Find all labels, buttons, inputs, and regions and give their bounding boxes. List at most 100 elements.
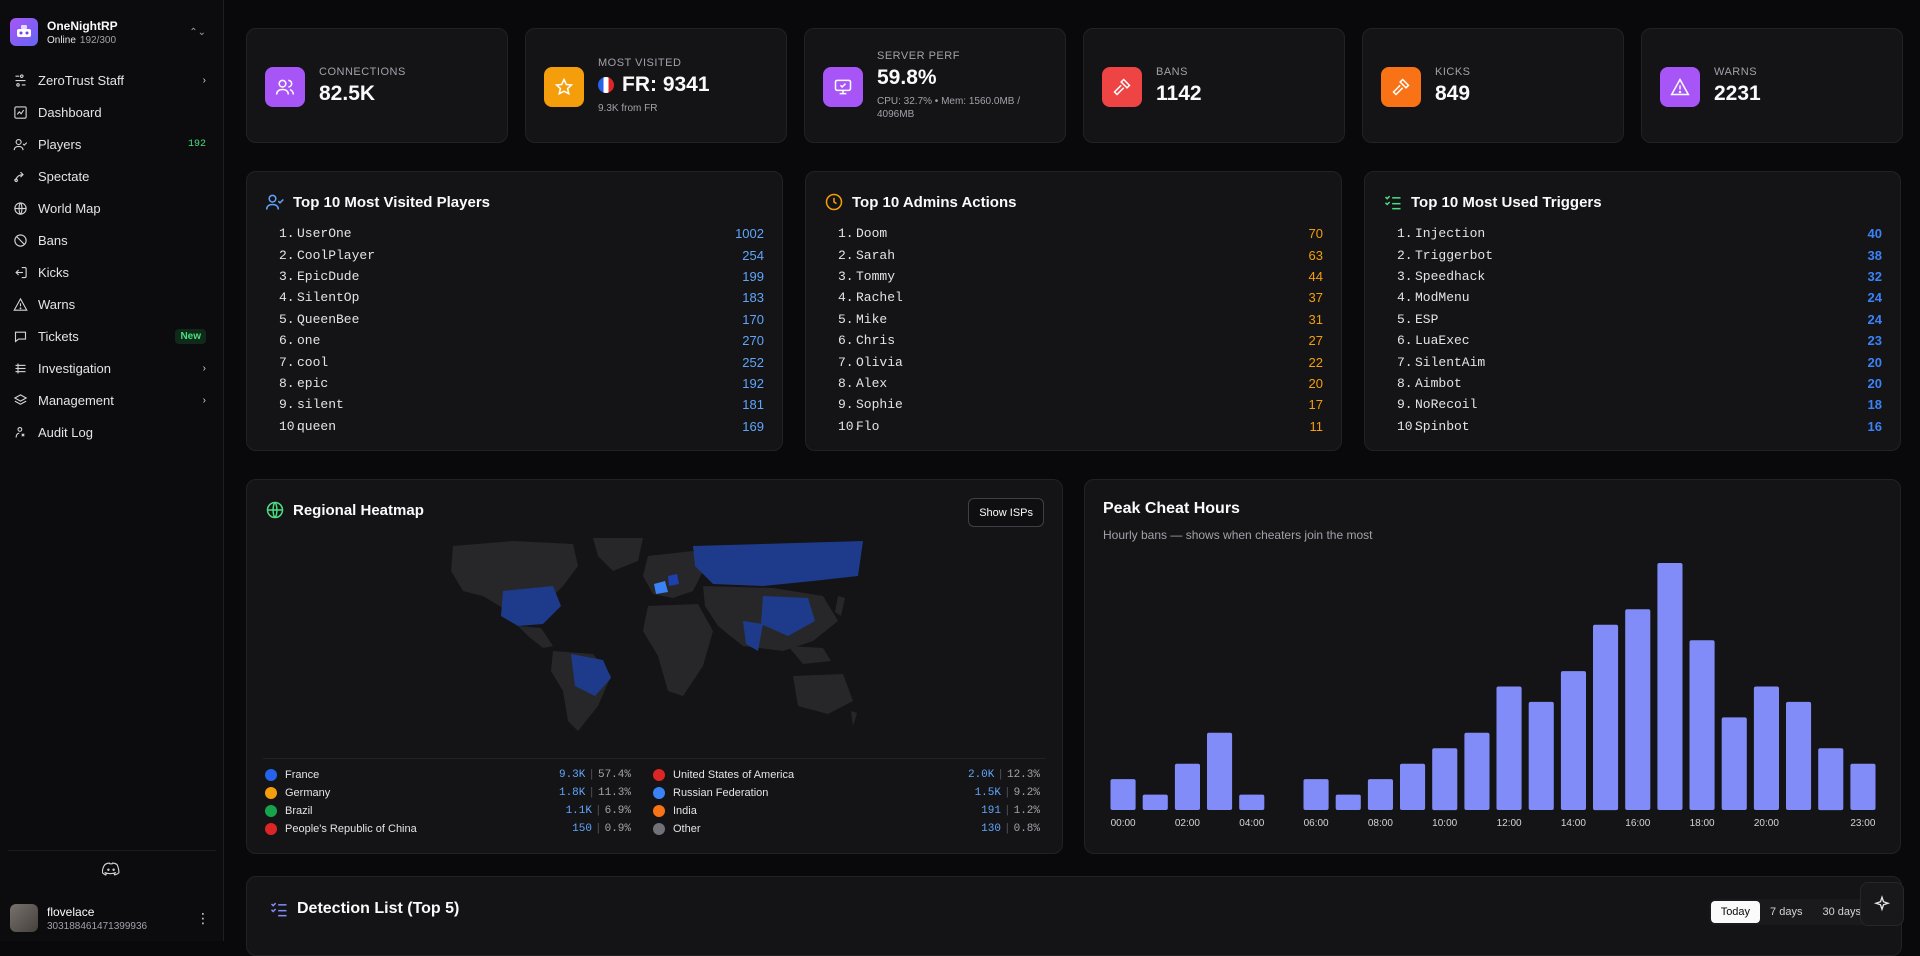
- list-item[interactable]: 5. QueenBee 170: [279, 309, 764, 330]
- user-name: flovelace: [47, 904, 95, 919]
- bar-22:00[interactable]: [1818, 748, 1844, 811]
- range-7-days[interactable]: 7 days: [1770, 906, 1803, 918]
- bar-11:00[interactable]: [1464, 732, 1490, 810]
- sparkle-assistant-button[interactable]: [1860, 882, 1904, 926]
- range-today[interactable]: Today: [1710, 901, 1761, 923]
- list-item[interactable]: 6. one 270: [279, 330, 764, 351]
- bar-23:00[interactable]: [1850, 763, 1876, 810]
- user-menu[interactable]: flovelace 303188461471399936 ⋮: [10, 900, 214, 936]
- sidebar-item-audit-log[interactable]: Audit Log: [0, 416, 224, 448]
- map-region-nz: [851, 711, 857, 726]
- list-item[interactable]: 10. queen 169: [279, 416, 764, 437]
- region-item[interactable]: India 191 | 1.2%: [653, 805, 1040, 817]
- list-item[interactable]: 3. Tommy 44: [838, 266, 1323, 287]
- sidebar-item-label: Tickets: [38, 328, 79, 344]
- bar-15:00[interactable]: [1593, 624, 1619, 811]
- list-item[interactable]: 1. UserOne 1002: [279, 223, 764, 244]
- sidebar-item-tickets[interactable]: Tickets New: [0, 320, 224, 352]
- server-switcher[interactable]: OneNightRP Online 192/300 ⌃⌄: [10, 12, 214, 52]
- list-item[interactable]: 8. Aimbot 20: [1397, 373, 1882, 394]
- rank-number: 8.: [279, 375, 295, 391]
- region-item[interactable]: People's Republic of China 150 | 0.9%: [265, 823, 653, 835]
- more-vertical-icon[interactable]: ⋮: [196, 909, 210, 926]
- bar-14:00[interactable]: [1560, 671, 1586, 810]
- sidebar-item-kicks[interactable]: Kicks: [0, 256, 224, 288]
- list-item[interactable]: 9. silent 181: [279, 394, 764, 415]
- list-item[interactable]: 5. Mike 31: [838, 309, 1323, 330]
- bar-07:00[interactable]: [1335, 794, 1361, 810]
- sidebar-item-bans[interactable]: Bans: [0, 224, 224, 256]
- sidebar-item-investigation[interactable]: Investigation ›: [0, 352, 224, 384]
- bar-02:00[interactable]: [1174, 763, 1200, 810]
- sidebar-item-warns[interactable]: Warns: [0, 288, 224, 320]
- rank-value: 16: [1867, 418, 1882, 434]
- region-item[interactable]: France 9.3K | 57.4%: [265, 769, 653, 781]
- list-item[interactable]: 1. Injection 40: [1397, 223, 1882, 244]
- list-item[interactable]: 2. CoolPlayer 254: [279, 244, 764, 265]
- region-item[interactable]: Russian Federation 1.5K | 9.2%: [653, 787, 1040, 799]
- list-item[interactable]: 4. Rachel 37: [838, 287, 1323, 308]
- list-item[interactable]: 7. SilentAim 20: [1397, 351, 1882, 372]
- bar-04:00[interactable]: [1239, 794, 1265, 810]
- sidebar-item-dashboard[interactable]: Dashboard: [0, 96, 224, 128]
- x-tick-label: 10:00: [1432, 818, 1457, 829]
- bar-06:00[interactable]: [1303, 779, 1329, 810]
- sidebar-item-zerotrust-staff[interactable]: ZeroTrust Staff ›: [0, 64, 224, 96]
- list-item[interactable]: 2. Sarah 63: [838, 244, 1323, 265]
- ticket-icon: [12, 328, 28, 344]
- region-name: Brazil: [285, 805, 313, 817]
- list-item[interactable]: 4. SilentOp 183: [279, 287, 764, 308]
- list-item[interactable]: 2. Triggerbot 38: [1397, 244, 1882, 265]
- bar-16:00[interactable]: [1625, 609, 1651, 810]
- bar-21:00[interactable]: [1786, 701, 1812, 810]
- bar-20:00[interactable]: [1753, 686, 1779, 811]
- sidebar-item-spectate[interactable]: Spectate: [0, 160, 224, 192]
- list-item[interactable]: 5. ESP 24: [1397, 309, 1882, 330]
- bar-18:00[interactable]: [1689, 640, 1715, 810]
- region-item[interactable]: United States of America 2.0K | 12.3%: [653, 769, 1040, 781]
- flag-icon: [265, 769, 277, 781]
- region-name: People's Republic of China: [285, 823, 417, 835]
- gavel-icon: [1381, 67, 1421, 107]
- region-item[interactable]: Brazil 1.1K | 6.9%: [265, 805, 653, 817]
- sidebar-item-label: Audit Log: [38, 424, 93, 440]
- sidebar-item-management[interactable]: Management ›: [0, 384, 224, 416]
- show-isps-button[interactable]: Show ISPs: [968, 498, 1044, 527]
- list-item[interactable]: 10. Spinbot 16: [1397, 416, 1882, 437]
- list-item[interactable]: 10. Flo 11: [838, 416, 1323, 437]
- bar-01:00[interactable]: [1142, 794, 1168, 810]
- world-map[interactable]: [443, 536, 863, 736]
- list-item[interactable]: 6. Chris 27: [838, 330, 1323, 351]
- bar-17:00[interactable]: [1657, 563, 1683, 810]
- list-item[interactable]: 6. LuaExec 23: [1397, 330, 1882, 351]
- range-30-days[interactable]: 30 days: [1822, 906, 1861, 918]
- dashboard-icon: [12, 104, 28, 120]
- bar-12:00[interactable]: [1496, 686, 1522, 811]
- list-item[interactable]: 1. Doom 70: [838, 223, 1323, 244]
- rank-value: 181: [742, 397, 764, 413]
- bar-19:00[interactable]: [1721, 717, 1747, 810]
- list-item[interactable]: 9. NoRecoil 18: [1397, 394, 1882, 415]
- bar-03:00[interactable]: [1207, 732, 1233, 810]
- list-item[interactable]: 7. cool 252: [279, 351, 764, 372]
- region-item[interactable]: Other 130 | 0.8%: [653, 823, 1040, 835]
- list-item[interactable]: 4. ModMenu 24: [1397, 287, 1882, 308]
- sidebar-item-players[interactable]: Players 192: [0, 128, 224, 160]
- list-item[interactable]: 8. epic 192: [279, 373, 764, 394]
- bar-13:00[interactable]: [1528, 701, 1554, 810]
- list-item[interactable]: 3. Speedhack 32: [1397, 266, 1882, 287]
- bar-00:00[interactable]: [1110, 779, 1136, 810]
- list-item[interactable]: 9. Sophie 17: [838, 394, 1323, 415]
- flag-icon: [653, 805, 665, 817]
- region-item[interactable]: Germany 1.8K | 11.3%: [265, 787, 653, 799]
- list-item[interactable]: 7. Olivia 22: [838, 351, 1323, 372]
- bar-09:00[interactable]: [1400, 763, 1426, 810]
- discord-icon[interactable]: [102, 862, 120, 876]
- sidebar-item-world-map[interactable]: World Map: [0, 192, 224, 224]
- region-stat: 1.1K | 6.9%: [565, 805, 631, 817]
- bar-10:00[interactable]: [1432, 748, 1458, 811]
- list-item[interactable]: 8. Alex 20: [838, 373, 1323, 394]
- list-item[interactable]: 3. EpicDude 199: [279, 266, 764, 287]
- bar-08:00[interactable]: [1367, 779, 1393, 810]
- stat-label: Server Perf: [877, 50, 960, 62]
